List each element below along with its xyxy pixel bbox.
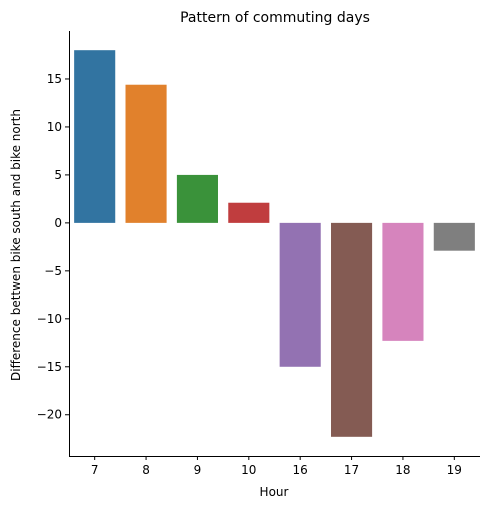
x-ticks-group: 7 8 9 10 16 17 18 19 (91, 456, 462, 477)
y-tick-label-0: 0 (54, 216, 62, 230)
x-tick-label-8: 8 (142, 463, 150, 477)
x-tick-label-7: 7 (91, 463, 99, 477)
y-tick-label-15: 15 (47, 72, 62, 86)
bar-7 (74, 50, 116, 223)
bar-18 (382, 222, 424, 341)
x-axis-label: Hour (260, 485, 289, 499)
bar-9 (176, 174, 218, 223)
bar-19 (433, 222, 475, 251)
x-tick-label-19: 19 (447, 463, 462, 477)
chart-title: Pattern of commuting days (180, 10, 370, 26)
bar-10 (228, 202, 270, 223)
y-tick-label--5: −5 (44, 264, 62, 278)
x-tick-label-16: 16 (293, 463, 308, 477)
y-ticks-group: −20 −15 −10 −5 0 5 10 15 (37, 72, 69, 422)
bar-16 (279, 222, 321, 367)
y-tick-label--20: −20 (37, 408, 62, 422)
x-tick-label-17: 17 (344, 463, 359, 477)
x-tick-label-18: 18 (395, 463, 410, 477)
x-tick-label-10: 10 (241, 463, 256, 477)
bar-8 (125, 84, 167, 223)
y-tick-label-10: 10 (47, 120, 62, 134)
y-tick-label--10: −10 (37, 312, 62, 326)
bars-group (74, 50, 475, 437)
y-tick-label-5: 5 (54, 168, 62, 182)
y-axis-label: Difference bettwen bike south and bike n… (9, 109, 23, 381)
bar-17 (331, 222, 373, 437)
y-tick-label--15: −15 (37, 360, 62, 374)
x-tick-label-9: 9 (194, 463, 202, 477)
